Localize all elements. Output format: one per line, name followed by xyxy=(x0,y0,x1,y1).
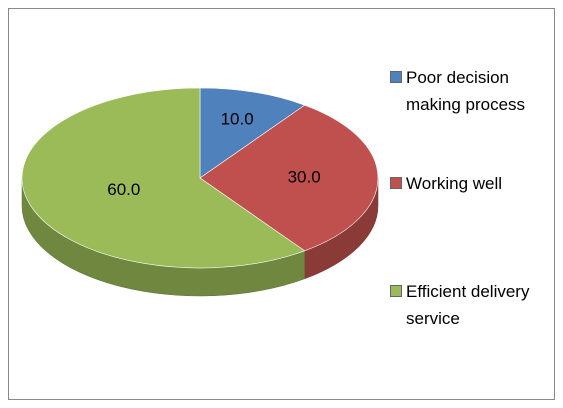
legend-swatch xyxy=(390,177,402,189)
data-label: 30.0 xyxy=(288,167,321,186)
legend-item: Efficient delivery service xyxy=(390,278,550,332)
pie-labels: 10.0 30.0 60.0 xyxy=(107,110,320,199)
pie-slice xyxy=(199,104,379,252)
pie-slice xyxy=(21,87,306,269)
data-label: 10.0 xyxy=(221,110,254,129)
legend-item: Poor decision making process xyxy=(390,64,550,118)
legend-item: Working well xyxy=(390,170,550,197)
pie-slice xyxy=(199,87,306,179)
legend-swatch xyxy=(390,71,402,83)
legend-label: Efficient delivery service xyxy=(406,282,530,328)
data-label: 60.0 xyxy=(107,180,140,199)
legend-label: Poor decision making process xyxy=(406,68,526,114)
legend-swatch xyxy=(390,285,402,297)
legend-label: Working well xyxy=(406,174,503,193)
pie-tops xyxy=(21,87,379,269)
